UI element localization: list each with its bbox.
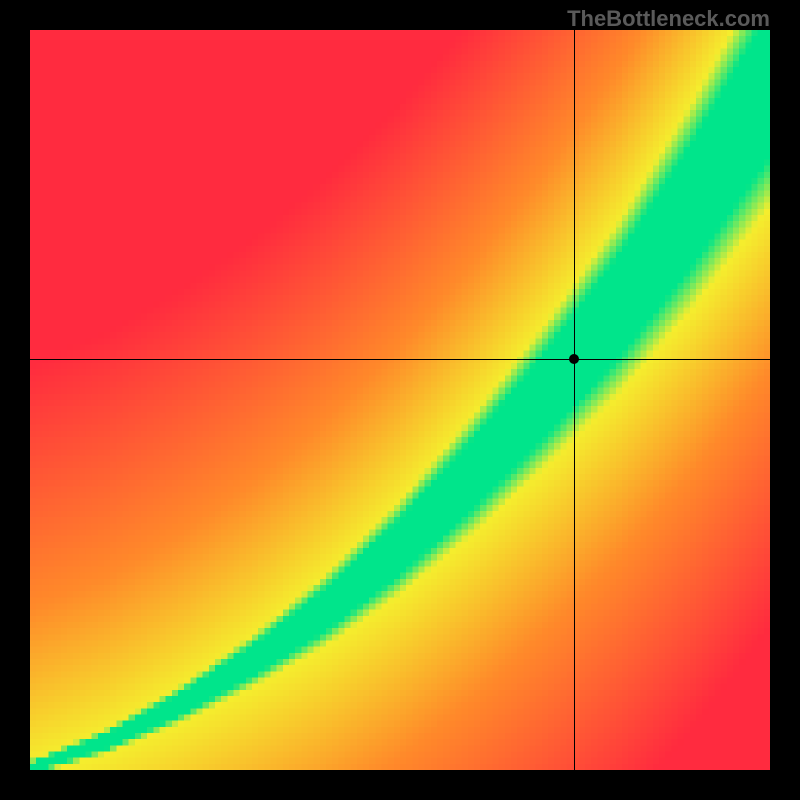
crosshair-point bbox=[569, 354, 579, 364]
heatmap-canvas bbox=[30, 30, 770, 770]
chart-container: TheBottleneck.com bbox=[0, 0, 800, 800]
plot-area bbox=[30, 30, 770, 770]
watermark-text: TheBottleneck.com bbox=[567, 6, 770, 32]
crosshair-vertical bbox=[574, 30, 575, 770]
crosshair-horizontal bbox=[30, 359, 770, 360]
